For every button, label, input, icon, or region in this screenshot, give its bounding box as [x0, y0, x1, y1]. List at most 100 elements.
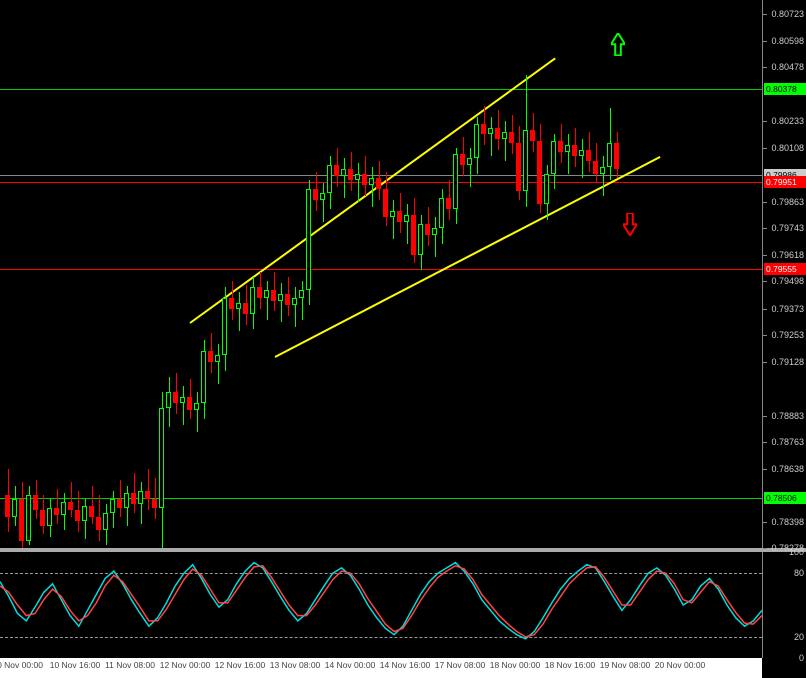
candle-body[interactable]: [537, 141, 542, 204]
candle-body[interactable]: [243, 303, 248, 314]
candle-body[interactable]: [180, 397, 185, 404]
candle-body[interactable]: [418, 224, 423, 255]
candle-body[interactable]: [117, 499, 122, 508]
candle-body[interactable]: [355, 174, 360, 181]
candle-body[interactable]: [362, 174, 367, 185]
candle-body[interactable]: [453, 154, 458, 209]
candle-body[interactable]: [222, 298, 227, 355]
candle-body[interactable]: [530, 130, 535, 141]
candle-body[interactable]: [467, 158, 472, 165]
candle-body[interactable]: [334, 165, 339, 176]
candle-body[interactable]: [19, 499, 24, 541]
candle-body[interactable]: [215, 355, 220, 362]
candle-body[interactable]: [159, 408, 164, 509]
candle-body[interactable]: [54, 508, 59, 515]
candle-body[interactable]: [348, 169, 353, 180]
candle-body[interactable]: [173, 392, 178, 403]
candle-body[interactable]: [502, 132, 507, 139]
candle-body[interactable]: [187, 397, 192, 410]
candle-body[interactable]: [145, 491, 150, 500]
candle-body[interactable]: [558, 141, 563, 152]
candle-body[interactable]: [439, 198, 444, 229]
stochastic-indicator[interactable]: [0, 552, 762, 658]
candle-body[interactable]: [264, 290, 269, 299]
candle-body[interactable]: [271, 290, 276, 301]
candle-body[interactable]: [47, 508, 52, 525]
candle-body[interactable]: [166, 392, 171, 407]
price-tick-label: 0.79373: [771, 304, 804, 314]
candle-body[interactable]: [572, 145, 577, 156]
candle-body[interactable]: [138, 491, 143, 504]
candle-body[interactable]: [593, 161, 598, 174]
candle-body[interactable]: [131, 493, 136, 504]
candle-body[interactable]: [208, 351, 213, 362]
time-axis: 0 Nov 00:0010 Nov 16:0011 Nov 08:0012 No…: [0, 658, 762, 678]
time-tick-label: 13 Nov 08:00: [270, 660, 321, 670]
candle-body[interactable]: [26, 495, 31, 541]
main-price-chart[interactable]: [0, 0, 762, 548]
candle-body[interactable]: [397, 211, 402, 222]
candle-body[interactable]: [586, 150, 591, 161]
candle-body[interactable]: [75, 510, 80, 521]
candle-body[interactable]: [509, 132, 514, 143]
candle-body[interactable]: [299, 290, 304, 299]
arrow-down-icon[interactable]: [623, 213, 637, 240]
candle-body[interactable]: [194, 403, 199, 410]
horizontal-level-line[interactable]: [0, 89, 762, 90]
horizontal-level-line[interactable]: [0, 269, 762, 270]
candle-body[interactable]: [327, 165, 332, 193]
candle-body[interactable]: [103, 513, 108, 530]
candle-body[interactable]: [278, 294, 283, 301]
candle-body[interactable]: [33, 495, 38, 510]
candle-body[interactable]: [460, 154, 465, 165]
candle-body[interactable]: [89, 506, 94, 517]
candle-body[interactable]: [404, 215, 409, 222]
candle-body[interactable]: [376, 178, 381, 189]
candle-body[interactable]: [236, 303, 241, 310]
candle-body[interactable]: [110, 499, 115, 512]
candle-wick: [323, 183, 324, 222]
candle-body[interactable]: [5, 495, 10, 517]
candle-body[interactable]: [306, 189, 311, 290]
candle-body[interactable]: [12, 499, 17, 516]
candle-body[interactable]: [201, 351, 206, 403]
candle-body[interactable]: [390, 211, 395, 218]
horizontal-level-line[interactable]: [0, 175, 762, 176]
candle-body[interactable]: [292, 298, 297, 305]
arrow-up-icon[interactable]: [611, 33, 625, 60]
candle-body[interactable]: [96, 517, 101, 530]
candle-body[interactable]: [523, 130, 528, 191]
candle-body[interactable]: [446, 198, 451, 209]
candle-body[interactable]: [257, 287, 262, 298]
candle-body[interactable]: [82, 506, 87, 521]
candle-body[interactable]: [516, 143, 521, 191]
candle-body[interactable]: [565, 145, 570, 152]
candle-body[interactable]: [341, 169, 346, 176]
candle-body[interactable]: [152, 499, 157, 508]
candle-body[interactable]: [68, 502, 73, 511]
candle-body[interactable]: [551, 141, 556, 174]
candle-body[interactable]: [320, 193, 325, 200]
candle-body[interactable]: [544, 174, 549, 205]
candle-body[interactable]: [614, 143, 619, 169]
candle-body[interactable]: [579, 150, 584, 157]
candle-body[interactable]: [481, 124, 486, 135]
candle-body[interactable]: [285, 294, 290, 305]
candle-body[interactable]: [411, 215, 416, 254]
candle-body[interactable]: [474, 124, 479, 159]
candle-body[interactable]: [432, 228, 437, 235]
candle-body[interactable]: [425, 224, 430, 235]
candle-body[interactable]: [229, 298, 234, 309]
candle-body[interactable]: [600, 167, 605, 174]
candle-body[interactable]: [250, 287, 255, 313]
candle-body[interactable]: [488, 128, 493, 135]
candle-body[interactable]: [61, 502, 66, 515]
candle-body[interactable]: [124, 493, 129, 508]
candle-body[interactable]: [313, 189, 318, 200]
indicator-tick-label: 100: [789, 547, 804, 557]
candle-body[interactable]: [40, 510, 45, 525]
candle-body[interactable]: [607, 143, 612, 167]
candle-body[interactable]: [383, 189, 388, 217]
candle-body[interactable]: [369, 178, 374, 185]
candle-body[interactable]: [495, 128, 500, 139]
